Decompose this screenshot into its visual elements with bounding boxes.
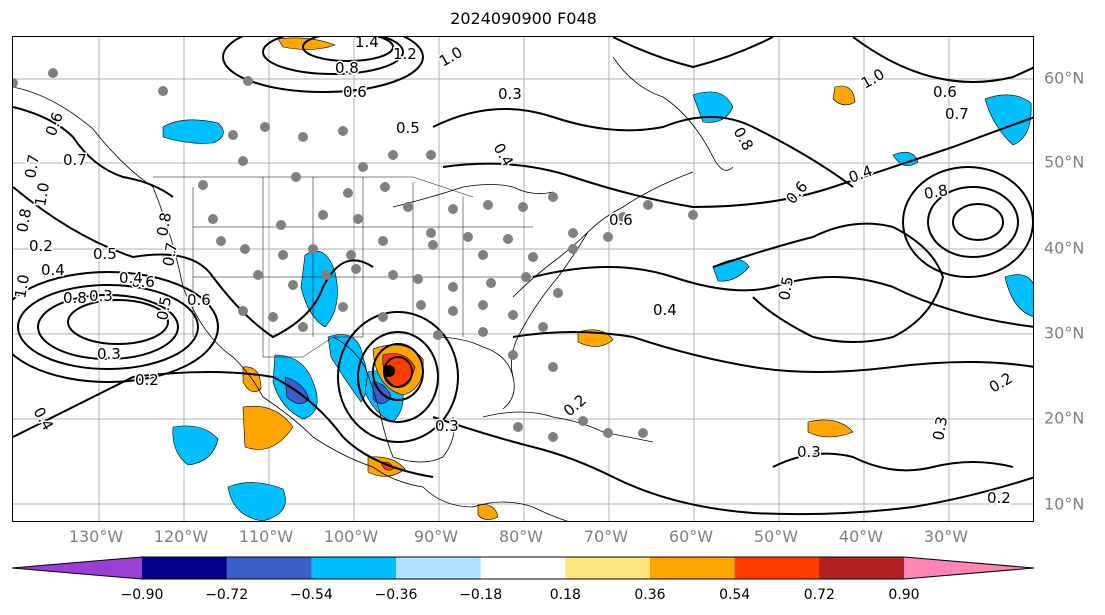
contour-label: 0.2 bbox=[986, 369, 1016, 397]
colorbar-segment bbox=[650, 557, 736, 579]
contour-label: 0.5 bbox=[775, 275, 797, 302]
colorbar-tick-label: −0.72 bbox=[205, 587, 249, 603]
contour-label: 0.3 bbox=[929, 415, 951, 442]
lon-label-50w: 50°W bbox=[753, 527, 799, 546]
contour-label: 0.6 bbox=[933, 83, 957, 101]
colorbar-tick-label: 0.54 bbox=[719, 587, 751, 603]
contour-label: 0.6 bbox=[131, 273, 155, 291]
lat-label-60n: 60°N bbox=[1044, 68, 1085, 88]
colorbar-arrow-low bbox=[12, 557, 142, 579]
colorbar-tick-label: 0.18 bbox=[549, 587, 581, 603]
contour-label: 0.2 bbox=[560, 391, 590, 420]
contour-label: 0.8 bbox=[730, 124, 758, 154]
lon-label-40w: 40°W bbox=[838, 527, 884, 546]
contour-label: 1.0 bbox=[31, 181, 53, 208]
colorbar-segment bbox=[565, 557, 651, 579]
storm-center-marker bbox=[383, 365, 395, 377]
contour-label: 0.2 bbox=[29, 237, 53, 255]
colorbar-tick-label: 0.72 bbox=[803, 587, 835, 603]
colorbar-segment bbox=[226, 557, 312, 579]
contour-label: 0.3 bbox=[498, 85, 522, 103]
colorbar-segment bbox=[734, 557, 820, 579]
contour-label: 1.0 bbox=[858, 65, 888, 93]
contour-label: 0.4 bbox=[846, 162, 875, 187]
lat-label-30n: 30°N bbox=[1044, 323, 1085, 343]
lat-label-20n: 20°N bbox=[1044, 408, 1085, 428]
contour-label: 0.6 bbox=[187, 291, 211, 309]
contour-label: 0.3 bbox=[89, 287, 113, 305]
map-panel: 1.4 1.2 0.8 1.0 0.6 0.5 0.4 0.3 0.2 0.7 1.0 0.8 0.6 0… bbox=[12, 36, 1034, 522]
colorbar-segment bbox=[311, 557, 397, 579]
colorbar-tick-label: −0.36 bbox=[374, 587, 418, 603]
contour-label: 0.3 bbox=[797, 443, 821, 461]
station-markers bbox=[13, 68, 698, 442]
colorbar-arrow-high bbox=[904, 557, 1034, 579]
contour-label: 0.4 bbox=[30, 404, 58, 434]
lon-label-60w: 60°W bbox=[668, 527, 714, 546]
contour-label: 0.4 bbox=[653, 301, 677, 319]
lat-label-10n: 10°N bbox=[1044, 494, 1085, 514]
contour-label: 0.2 bbox=[135, 371, 159, 389]
colorbar-tick-label: 0.90 bbox=[888, 587, 920, 603]
lon-label-100w: 100°W bbox=[323, 527, 379, 546]
coastline bbox=[13, 56, 734, 521]
contour-label: 0.6 bbox=[782, 178, 811, 208]
contour-label: 0.6 bbox=[609, 211, 633, 229]
contour-label: 1.2 bbox=[393, 45, 417, 63]
contour-label: 0.4 bbox=[41, 261, 65, 279]
contour-label: 0.5 bbox=[396, 119, 420, 137]
shaded-field bbox=[162, 37, 1033, 521]
contour-label: 0.8 bbox=[13, 207, 35, 234]
colorbar-tick-label: 0.36 bbox=[634, 587, 666, 603]
colorbar bbox=[11, 556, 1035, 580]
contour-label: 1.4 bbox=[355, 37, 379, 51]
contour-label: 0.3 bbox=[435, 417, 459, 435]
map-canvas: 1.41.20.8 1.00.60.50.40.30.20.71.00.80.60… bbox=[13, 37, 1033, 521]
colorbar-segment bbox=[142, 557, 228, 579]
colorbar-segment bbox=[396, 557, 482, 579]
contour-label: 0.5 bbox=[153, 295, 175, 322]
colorbar-tick-label: −0.18 bbox=[459, 587, 503, 603]
lon-label-120w: 120°W bbox=[153, 527, 209, 546]
contour-label: 0.6 bbox=[343, 83, 367, 101]
contour-label: 0.4 bbox=[119, 269, 143, 287]
colorbar-tick-label: −0.90 bbox=[120, 587, 164, 603]
contour-label: 0.8 bbox=[923, 181, 950, 203]
map-title: 2024090900 F048 bbox=[450, 9, 597, 28]
lon-label-70w: 70°W bbox=[583, 527, 629, 546]
contour-label: 0.7 bbox=[63, 151, 87, 169]
contour-label: 1.0 bbox=[436, 43, 466, 71]
colorbar-segment bbox=[819, 557, 905, 579]
colorbar-outline bbox=[11, 556, 1035, 580]
contour-label: 0.7 bbox=[21, 153, 43, 180]
contour-label: 0.8 bbox=[153, 211, 175, 238]
contour-label: 0.6 bbox=[42, 110, 67, 139]
colorbar-segment bbox=[480, 557, 566, 579]
contour-label: 0.7 bbox=[945, 105, 969, 123]
contour-lines bbox=[13, 37, 1033, 516]
lon-label-110w: 110°W bbox=[238, 527, 294, 546]
contour-label: 0.8 bbox=[335, 59, 359, 77]
lon-label-90w: 90°W bbox=[413, 527, 459, 546]
contour-label: 0.2 bbox=[987, 489, 1011, 507]
contour-label: 0.5 bbox=[93, 245, 117, 263]
political-borders bbox=[153, 176, 533, 358]
lon-label-30w: 30°W bbox=[923, 527, 969, 546]
contour-label: 1.0 bbox=[13, 273, 33, 300]
lat-label-40n: 40°N bbox=[1044, 238, 1085, 258]
lon-label-130w: 130°W bbox=[68, 527, 124, 546]
contour-label: 0.8 bbox=[63, 289, 87, 307]
lon-label-80w: 80°W bbox=[498, 527, 544, 546]
contour-label: 0.3 bbox=[97, 345, 121, 363]
colorbar-tick-label: −0.54 bbox=[289, 587, 333, 603]
lat-label-50n: 50°N bbox=[1044, 152, 1085, 172]
